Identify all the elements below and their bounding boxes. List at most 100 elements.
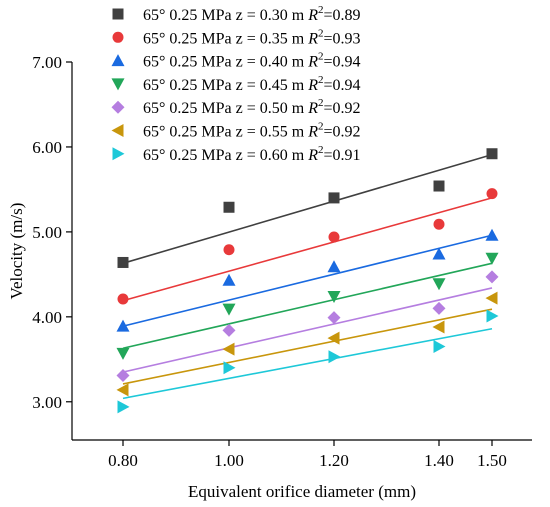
- data-point: [116, 368, 130, 382]
- legend-entry: 65° 0.25 MPa z = 0.45 m R2=0.94: [143, 74, 361, 94]
- r-squared-equals: =: [323, 147, 332, 164]
- data-point: [486, 188, 498, 200]
- legend-series-name: 65° 0.25 MPa z = 0.35 m: [143, 30, 308, 47]
- y-tick-label: 5.00: [32, 223, 62, 242]
- r-squared-exponent: 2: [318, 4, 324, 16]
- data-point: [432, 278, 446, 291]
- data-point: [485, 270, 499, 284]
- r-squared-equals: =: [323, 124, 332, 141]
- r-squared-value: 0.93: [333, 30, 361, 47]
- legend-marker: [111, 54, 125, 67]
- data-point: [116, 347, 130, 360]
- legend-entry: 65° 0.25 MPa z = 0.50 m R2=0.92: [143, 97, 361, 117]
- data-point: [486, 309, 499, 323]
- data-point: [223, 361, 236, 375]
- fit-line-1: [122, 153, 493, 265]
- data-point: [223, 244, 235, 256]
- legend-series-name: 65° 0.25 MPa z = 0.40 m: [143, 54, 308, 71]
- r-squared-equals: =: [323, 100, 332, 117]
- data-markers: [116, 148, 499, 414]
- data-point: [485, 252, 499, 265]
- data-point: [327, 260, 341, 273]
- r-squared-value: 0.89: [333, 7, 361, 24]
- data-point: [485, 291, 498, 305]
- r-squared-symbol: R: [307, 100, 318, 117]
- y-tick-label: 6.00: [32, 138, 62, 157]
- legend-marker: [111, 124, 124, 137]
- x-tick-label: 1.40: [424, 451, 454, 470]
- x-axis-label: Equivalent orifice diameter (mm): [188, 482, 416, 501]
- legend-series-name: 65° 0.25 MPa z = 0.50 m: [143, 100, 308, 117]
- fit-lines: [122, 153, 493, 400]
- data-point: [328, 231, 340, 243]
- data-point: [432, 247, 446, 260]
- data-point: [327, 290, 341, 303]
- data-point: [433, 340, 446, 354]
- data-point: [222, 273, 236, 286]
- y-tick-label: 4.00: [32, 308, 62, 327]
- data-point: [485, 228, 499, 241]
- r-squared-exponent: 2: [318, 97, 324, 109]
- r-squared-value: 0.92: [333, 124, 361, 141]
- fit-line-6: [122, 308, 493, 385]
- data-point: [117, 256, 129, 268]
- legend-marker: [112, 31, 124, 43]
- r-squared-value: 0.91: [333, 147, 361, 164]
- y-tick-label: 7.00: [32, 53, 62, 72]
- x-tick-label: 1.00: [214, 451, 244, 470]
- r-squared-symbol: R: [307, 54, 318, 71]
- r-squared-equals: =: [323, 7, 332, 24]
- data-point: [117, 400, 130, 414]
- legend-entry: 65° 0.25 MPa z = 0.30 m R2=0.89: [143, 4, 361, 24]
- y-tick-label: 3.00: [32, 393, 62, 412]
- x-tick-label: 0.80: [108, 451, 138, 470]
- data-point: [433, 180, 445, 192]
- legend-marker: [112, 8, 124, 20]
- data-point: [222, 303, 236, 316]
- data-point: [327, 311, 341, 325]
- r-squared-equals: =: [323, 77, 332, 94]
- legend: 65° 0.25 MPa z = 0.30 m R2=0.89 65° 0.25 …: [111, 4, 361, 164]
- r-squared-exponent: 2: [318, 74, 324, 86]
- r-squared-symbol: R: [307, 124, 318, 141]
- data-point: [222, 342, 235, 356]
- legend-entry: 65° 0.25 MPa z = 0.55 m R2=0.92: [143, 121, 361, 141]
- legend-series-name: 65° 0.25 MPa z = 0.55 m: [143, 124, 308, 141]
- r-squared-value: 0.92: [333, 100, 361, 117]
- r-squared-symbol: R: [307, 7, 318, 24]
- data-point: [486, 148, 498, 160]
- data-point: [116, 319, 130, 332]
- r-squared-equals: =: [323, 54, 332, 71]
- data-point: [328, 192, 340, 204]
- legend-entry: 65° 0.25 MPa z = 0.35 m R2=0.93: [143, 27, 361, 47]
- data-point: [433, 218, 445, 230]
- data-point: [328, 350, 341, 364]
- data-point: [222, 323, 236, 337]
- data-point: [117, 293, 129, 305]
- r-squared-value: 0.94: [333, 77, 361, 94]
- r-squared-symbol: R: [307, 147, 318, 164]
- data-point: [223, 201, 235, 213]
- legend-series-name: 65° 0.25 MPa z = 0.60 m: [143, 147, 308, 164]
- fit-line-2: [122, 197, 493, 302]
- legend-marker: [111, 78, 125, 91]
- legend-marker: [111, 100, 125, 114]
- data-point: [327, 331, 340, 345]
- data-point: [432, 320, 445, 334]
- r-squared-exponent: 2: [318, 144, 324, 156]
- fit-line-3: [122, 234, 493, 327]
- fit-line-5: [122, 287, 493, 373]
- y-axis-label: Velocity (m/s): [7, 203, 26, 300]
- r-squared-exponent: 2: [318, 121, 324, 133]
- fit-line-4: [122, 262, 493, 350]
- x-tick-label: 1.20: [319, 451, 349, 470]
- data-point: [116, 383, 129, 397]
- axes: 3.00 4.00 5.00 6.00 7.00 0.80 1.00 1.20 1.40 1.50: [32, 53, 532, 470]
- x-tick-label: 1.50: [477, 451, 507, 470]
- r-squared-symbol: R: [307, 30, 318, 47]
- r-squared-value: 0.94: [333, 54, 361, 71]
- legend-entry: 65° 0.25 MPa z = 0.40 m R2=0.94: [143, 51, 361, 71]
- legend-series-name: 65° 0.25 MPa z = 0.45 m: [143, 77, 308, 94]
- legend-marker: [112, 147, 125, 161]
